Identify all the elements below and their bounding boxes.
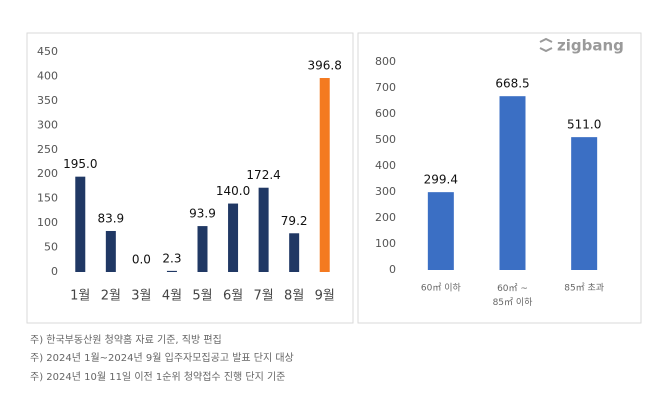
- bar: [166, 270, 177, 272]
- y-tick-label: 100: [375, 237, 396, 250]
- logo-icon: [539, 37, 553, 53]
- y-tick-label: 500: [375, 133, 396, 146]
- y-tick-label: 150: [37, 192, 58, 205]
- x-tick-label: 6월: [223, 289, 243, 304]
- x-tick-label: 8월: [284, 289, 304, 304]
- bar: [427, 192, 454, 270]
- value-label: 2.3: [162, 251, 181, 265]
- y-tick-label: 800: [375, 55, 396, 68]
- bar: [75, 176, 86, 272]
- value-label: 299.4: [424, 173, 458, 187]
- value-label: 0.0: [132, 253, 151, 267]
- bar: [105, 230, 116, 272]
- value-label: 511.0: [567, 118, 601, 132]
- y-tick-label: 250: [37, 143, 58, 156]
- footnote: 주) 한국부동산원 청약홈 자료 기준, 직방 편집: [30, 333, 222, 346]
- y-tick-label: 300: [375, 185, 396, 198]
- x-tick-label: 60㎡ ~85㎡ 이하: [493, 283, 534, 308]
- y-tick-label: 0: [389, 263, 396, 276]
- brand: zigbang: [557, 37, 624, 55]
- x-tick-label: 7월: [253, 289, 273, 304]
- x-tick-label: 60㎡ 이하: [421, 283, 462, 294]
- y-tick-label: 450: [37, 45, 58, 58]
- bar: [289, 233, 300, 272]
- value-label: 79.2: [281, 214, 308, 228]
- y-tick-label: 300: [37, 118, 58, 131]
- x-tick-label: 2월: [101, 289, 121, 304]
- bar: [258, 187, 269, 272]
- footnote: 주) 2024년 10월 11일 이전 1순위 청약접수 진행 단지 기준: [30, 370, 285, 383]
- bar: [228, 203, 239, 272]
- y-tick-label: 600: [375, 107, 396, 120]
- value-label: 93.9: [189, 207, 216, 221]
- value-label: 396.8: [308, 59, 342, 73]
- y-tick-label: 350: [37, 94, 58, 107]
- y-tick-label: 400: [375, 159, 396, 172]
- bar: [571, 137, 598, 270]
- bar: [197, 226, 208, 272]
- x-tick-label: 5월: [192, 289, 212, 304]
- x-tick-label: 3월: [131, 289, 151, 304]
- y-tick-label: 50: [44, 241, 58, 254]
- y-tick-label: 0: [51, 265, 58, 278]
- y-tick-label: 200: [375, 211, 396, 224]
- value-label: 195.0: [63, 157, 97, 171]
- logo: zigbang: [539, 37, 624, 55]
- x-tick-label: 4월: [162, 289, 182, 304]
- value-label: 140.0: [216, 184, 250, 198]
- x-tick-label: 9월: [315, 289, 335, 304]
- x-tick-label: 85㎡ 초과: [564, 283, 604, 294]
- y-tick-label: 100: [37, 216, 58, 229]
- bar: [319, 78, 330, 273]
- value-label: 668.5: [495, 77, 529, 91]
- y-tick-label: 400: [37, 69, 58, 82]
- x-tick-label: 1월: [70, 289, 90, 304]
- y-tick-label: 700: [375, 81, 396, 94]
- footnote: 주) 2024년 1월~2024년 9월 입주자모집공고 발표 단지 대상: [30, 351, 294, 364]
- value-label: 83.9: [97, 211, 124, 225]
- y-tick-label: 200: [37, 167, 58, 180]
- bar: [499, 96, 526, 270]
- value-label: 172.4: [246, 168, 280, 182]
